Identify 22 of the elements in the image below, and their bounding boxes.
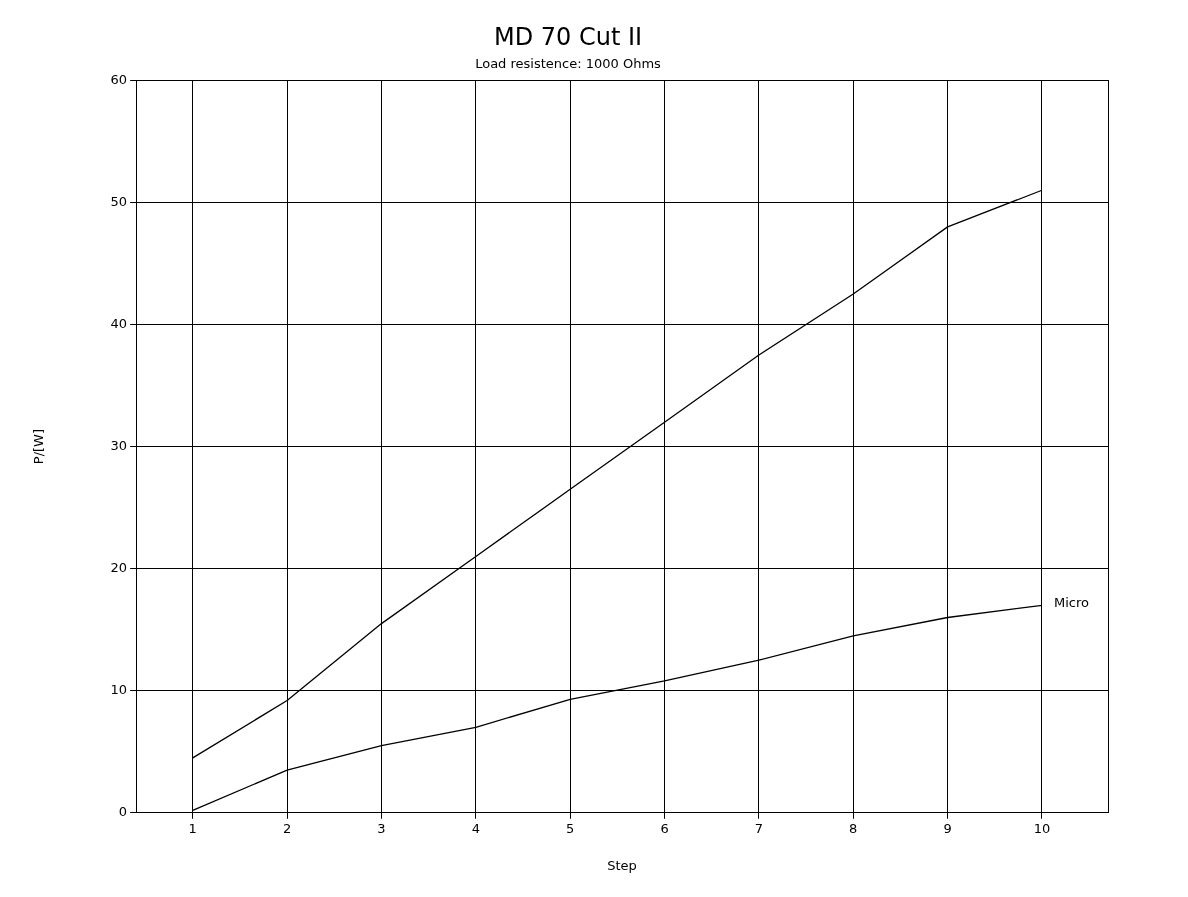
x-tick-label: 4 bbox=[471, 820, 480, 836]
y-tick-label: 0 bbox=[118, 804, 128, 820]
y-tick-label: 50 bbox=[110, 193, 128, 209]
y-tick-label: 20 bbox=[110, 560, 128, 576]
y-tick-label: 10 bbox=[110, 682, 128, 698]
x-axis-title: Step bbox=[607, 857, 637, 873]
x-tick-label: 2 bbox=[282, 820, 292, 836]
x-tick-label: 7 bbox=[754, 820, 764, 836]
series-label: Micro bbox=[1053, 594, 1089, 610]
x-tick-label: 5 bbox=[566, 820, 575, 836]
y-tick-label: 30 bbox=[110, 437, 128, 453]
y-tick-label: 60 bbox=[110, 71, 128, 87]
y-axis-title: P/[W] bbox=[31, 428, 47, 465]
chart-title: MD 70 Cut II bbox=[493, 22, 643, 51]
x-tick-label: 8 bbox=[849, 820, 858, 836]
x-tick-label: 3 bbox=[377, 820, 386, 836]
chart-subtitle: Load resistence: 1000 Ohms bbox=[475, 55, 662, 71]
y-tick-label: 40 bbox=[110, 315, 128, 331]
x-tick-label: 9 bbox=[943, 820, 952, 836]
x-tick-label: 6 bbox=[660, 820, 669, 836]
x-tick-label: 10 bbox=[1033, 820, 1051, 836]
x-tick-label: 1 bbox=[188, 820, 197, 836]
